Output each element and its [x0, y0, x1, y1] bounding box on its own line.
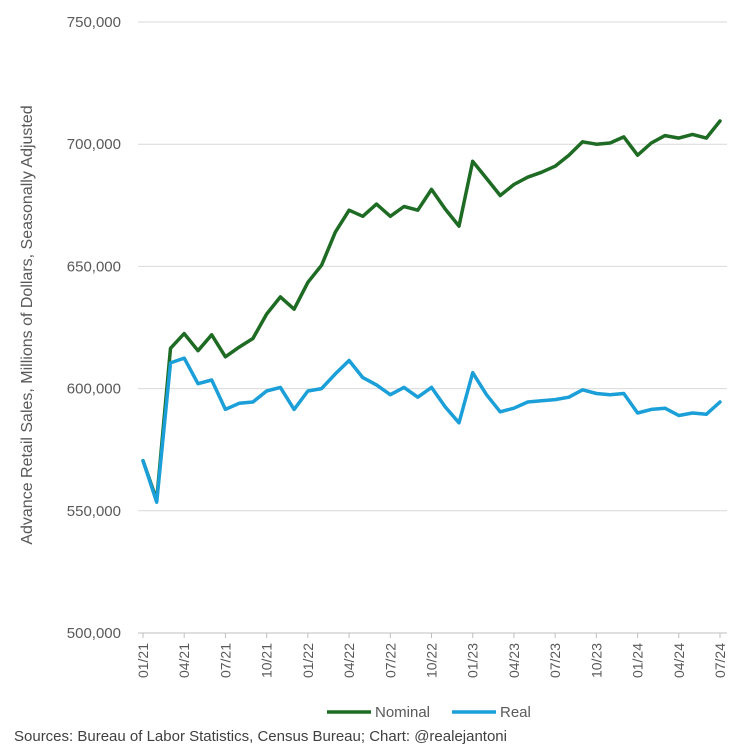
source-note: Sources: Bureau of Labor Statistics, Cen…: [14, 728, 507, 745]
y-tick-label: 700,000: [67, 136, 121, 153]
x-tick-label: 04/24: [671, 643, 687, 678]
gridlines: [138, 21, 727, 512]
x-tick-label: 10/22: [424, 643, 440, 678]
x-tick-label: 01/22: [300, 643, 316, 678]
y-axis-label: Advance Retail Sales, Millions of Dollar…: [19, 105, 36, 544]
y-tick-label: 750,000: [67, 14, 121, 31]
x-tick-label: 04/21: [176, 643, 192, 678]
legend-label-real: Real: [500, 704, 531, 721]
x-tick-label: 10/23: [588, 643, 604, 678]
x-tick-label: 07/21: [217, 643, 233, 678]
series-line-nominal: [141, 119, 722, 502]
y-axis-ticks: 500,000 550,000 600,000 650,000 700,000 750,0…: [67, 14, 121, 642]
y-tick-label: 500,000: [67, 625, 121, 642]
legend: Nominal Real: [327, 704, 531, 721]
x-tick-label: 10/21: [259, 643, 275, 678]
x-tick-label: 07/23: [547, 643, 563, 678]
x-tick-label: 07/22: [382, 643, 398, 678]
x-tick-label: 04/22: [341, 643, 357, 678]
x-axis-ticks: 01/21 04/21 07/21 10/21 01/22 04/22 07/22 10/22…: [135, 633, 728, 678]
x-tick-label: 01/23: [465, 643, 481, 678]
series-lines: [141, 119, 722, 504]
y-tick-label: 600,000: [67, 381, 121, 398]
x-tick-label: 01/21: [135, 643, 151, 678]
x-tick-label: 04/23: [506, 643, 522, 678]
series-line-real: [141, 356, 722, 504]
y-tick-label: 650,000: [67, 258, 121, 275]
y-tick-label: 550,000: [67, 503, 121, 520]
legend-label-nominal: Nominal: [375, 704, 430, 721]
x-tick-label: 07/24: [712, 643, 728, 678]
x-tick-label: 01/24: [630, 643, 646, 678]
